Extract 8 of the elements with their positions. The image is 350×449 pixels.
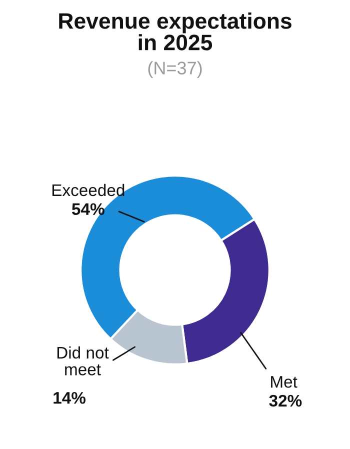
data-label: 14% [54,392,86,404]
data-label: 54% [72,203,104,215]
slice-label: Exceeded [52,184,124,196]
slice-label: Did not meet [57,346,109,376]
chart-title: Revenue expectations in 2025 [59,12,292,50]
chart-subtitle: (N=37) [148,61,202,78]
data-label: 32% [269,394,302,407]
slice-label: Met [271,376,298,388]
